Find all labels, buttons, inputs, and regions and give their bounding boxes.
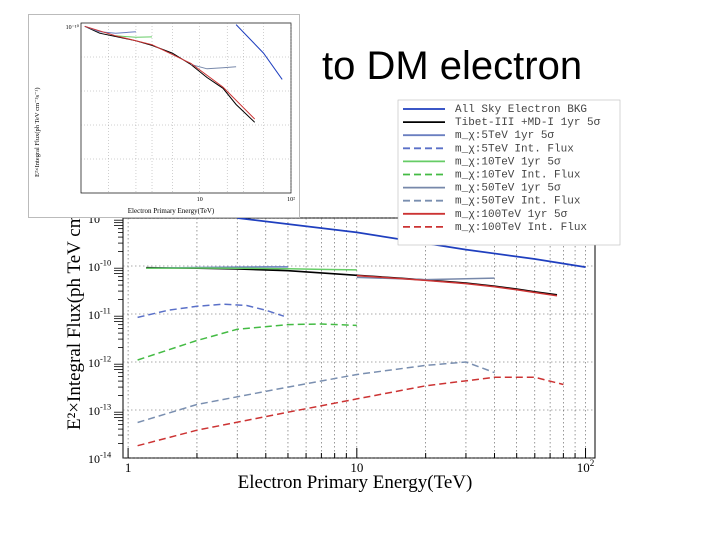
x-axis-label: Electron Primary Energy(TeV) [238,472,473,493]
inset-series-line-1 [235,24,283,80]
inset-y-tick-label: 10⁻¹⁰ [66,24,80,31]
legend-label-2: Tibet-III +MD-I 1yr 5σ [455,117,601,129]
grid [123,217,595,459]
series-line-5 [146,267,357,271]
x-tick-label: 1 [125,460,132,475]
legend-label-6: m_χ:10TeV Int. Flux [455,170,581,182]
inset-x-tick-label: 10 [197,197,203,203]
series-line-2 [146,266,558,296]
x-tick-label: 10 [350,460,363,475]
series-line-4 [137,303,285,319]
legend-label-10: m_χ:100TeV Int. Flux [455,222,587,234]
y-tick-label: 10-10 [88,259,111,274]
series-line-6 [137,323,357,361]
series-line-9 [356,274,558,297]
inset-y-axis-label: E²×Integral Flux(ph TeV cm⁻²s⁻¹) [34,87,41,177]
inset-series-layer [84,24,283,123]
legend-label-8: m_χ:50TeV Int. Flux [455,196,581,208]
y-axis-label: E²×Integral Flux(ph TeV cm [64,213,85,430]
series-line-10 [137,376,564,447]
series-layer [137,217,586,447]
series-line-8 [137,361,495,424]
slide-title: to DM electron [322,44,583,88]
legend-label-5: m_χ:10TeV 1yr 5σ [455,156,561,168]
inset-chart: 10 10² 10⁻¹⁰ Electron Primary Energy(TeV) … [28,14,300,218]
y-tick-label: 10-14 [88,451,112,466]
inset-series-line-2 [84,25,256,123]
inset-ticks: 10 10² 10⁻¹⁰ [66,24,295,203]
inset-series-line-5 [190,64,237,70]
legend-label-1: All Sky Electron BKG [455,104,587,116]
legend-label-7: m_χ:50TeV 1yr 5σ [455,183,561,195]
series-line-1 [237,217,586,268]
y-tick-label: 10-13 [88,403,111,418]
legend-label-3: m_χ:5TeV 1yr 5σ [455,130,554,142]
legend-label-9: m_χ:100TeV 1yr 5σ [455,209,568,221]
y-tick-label: 10-11 [88,307,111,322]
plot-frame [122,217,596,459]
inset-series-line-4 [115,35,153,38]
legend-box [397,99,621,246]
legend-label-4: m_χ:5TeV Int. Flux [455,143,574,155]
inset-x-axis-label: Electron Primary Energy(TeV) [128,207,215,215]
x-tick-label: 102 [577,458,595,475]
inset-x-tick-label: 10² [287,197,295,203]
inset-grid [80,22,292,194]
inset-series-line-6 [84,25,256,120]
y-tick-label: 10-12 [88,355,111,370]
